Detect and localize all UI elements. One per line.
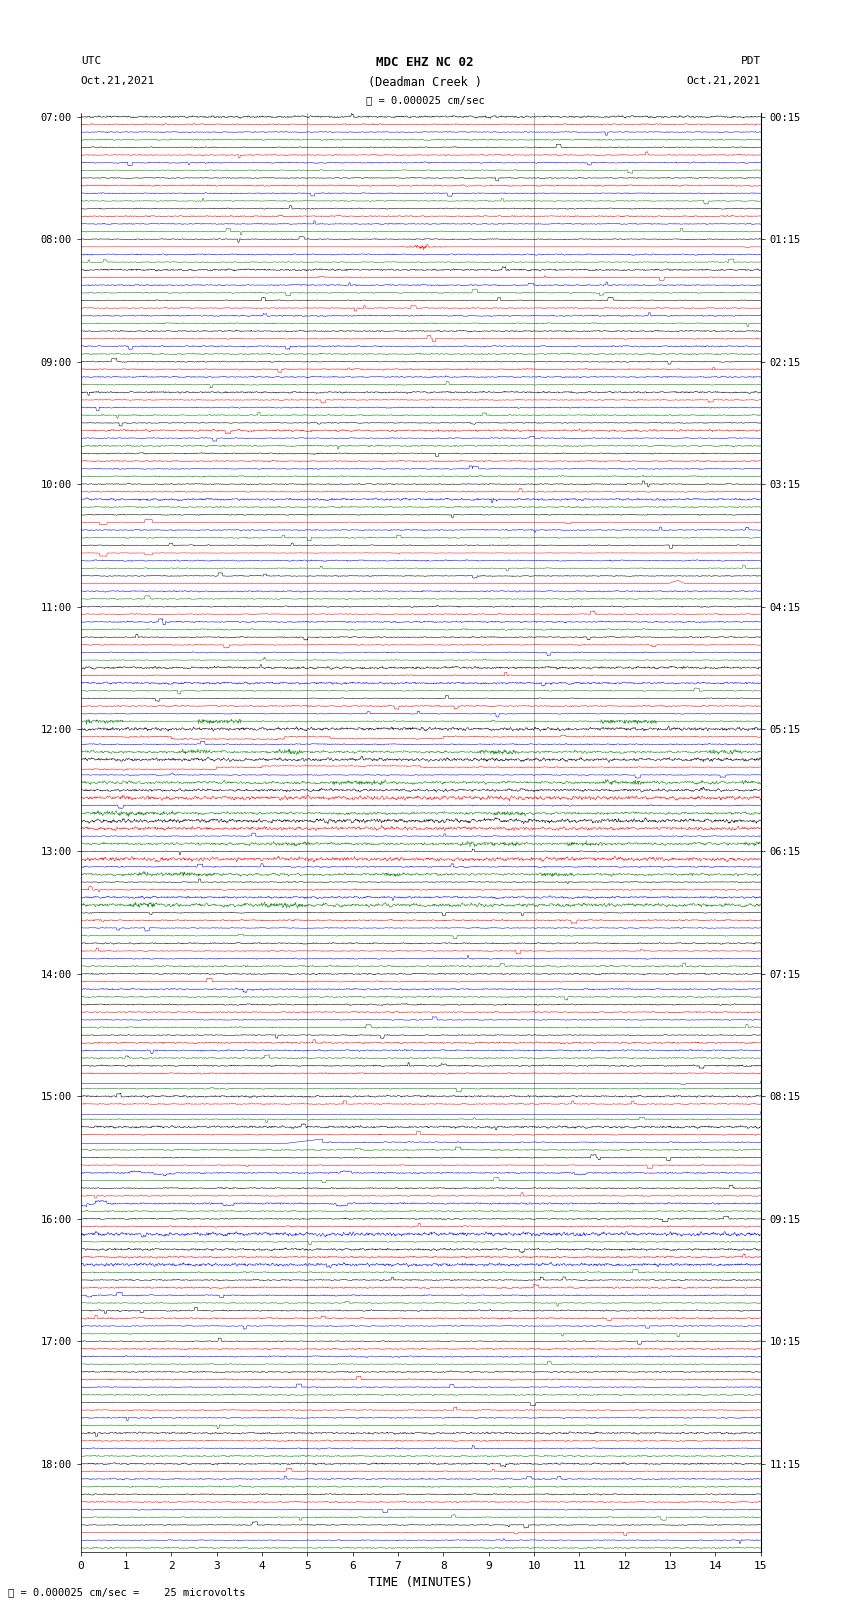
Text: ⏐ = 0.000025 cm/sec =    25 microvolts: ⏐ = 0.000025 cm/sec = 25 microvolts — [8, 1587, 246, 1597]
Text: UTC: UTC — [81, 56, 101, 66]
Text: Oct.21,2021: Oct.21,2021 — [687, 76, 761, 85]
Text: MDC EHZ NC 02: MDC EHZ NC 02 — [377, 56, 473, 69]
Text: PDT: PDT — [740, 56, 761, 66]
Text: (Deadman Creek ): (Deadman Creek ) — [368, 76, 482, 89]
X-axis label: TIME (MINUTES): TIME (MINUTES) — [368, 1576, 473, 1589]
Text: ⏐ = 0.000025 cm/sec: ⏐ = 0.000025 cm/sec — [366, 95, 484, 105]
Text: Oct.21,2021: Oct.21,2021 — [81, 76, 155, 85]
